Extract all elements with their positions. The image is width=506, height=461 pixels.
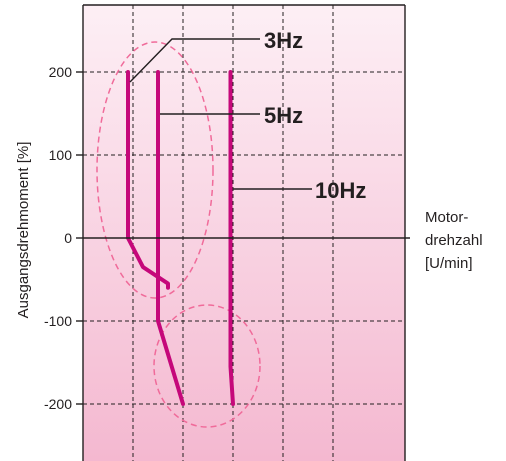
series-lines — [126, 70, 235, 406]
callout-leader-3Hz — [129, 38, 260, 83]
series-line-3Hz — [126, 70, 170, 290]
series-line-10Hz — [228, 70, 235, 406]
y-tick-label: 0 — [64, 230, 72, 246]
highlight-ellipses — [96, 41, 261, 428]
y-axis-label: Ausgangsdrehmoment [%] — [15, 142, 32, 319]
x-axis-label-line2: drehzahl — [425, 232, 483, 249]
y-tick-label: 200 — [49, 64, 73, 80]
x-axis-label-line3: [U/min] — [425, 255, 473, 272]
callout-label-5Hz: 5Hz — [264, 103, 303, 128]
regenerative-region-ellipse — [153, 304, 261, 428]
y-tick-label: -200 — [44, 396, 72, 412]
callout-label-3Hz: 3Hz — [264, 28, 303, 53]
grid — [83, 5, 405, 461]
x-axis-label-line1: Motor- — [425, 209, 468, 226]
callout-label-10Hz: 10Hz — [315, 178, 366, 203]
series-callouts: 3Hz 5Hz 10Hz — [129, 28, 366, 203]
y-tick-label: 100 — [49, 147, 73, 163]
low-speed-region-ellipse — [96, 41, 214, 299]
x-axis-label: Motor- drehzahl [U/min] — [425, 209, 483, 272]
plot-area — [83, 5, 405, 461]
y-tick-labels: 200 100 0 -100 -200 — [44, 64, 83, 412]
series-line-5Hz — [156, 70, 185, 406]
y-tick-label: -100 — [44, 313, 72, 329]
